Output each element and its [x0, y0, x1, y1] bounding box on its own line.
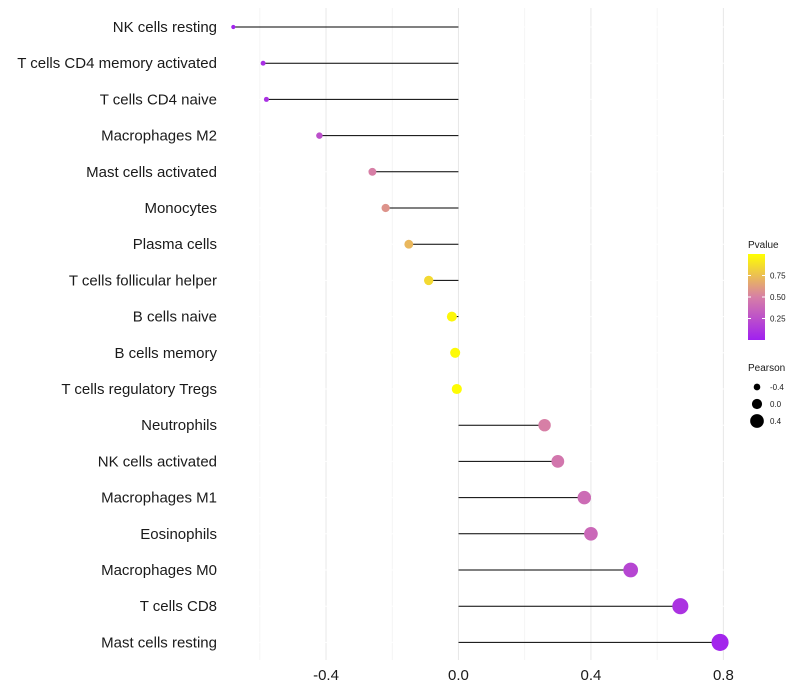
category-label: T cells CD8 [140, 598, 217, 615]
category-label: Macrophages M0 [101, 562, 217, 579]
category-label: B cells naive [133, 309, 217, 326]
lollipop-point [316, 132, 323, 139]
color-legend-tick-label: 0.75 [770, 272, 786, 281]
lollipop-point [231, 24, 236, 30]
lollipop-point [623, 562, 639, 578]
category-label: T cells regulatory Tregs [61, 381, 217, 398]
x-tick-label: -0.4 [313, 667, 339, 684]
size-legend-title: Pearson [748, 363, 785, 374]
lollipop-point [672, 598, 689, 615]
legend: Pvalue 0.75 0.50 0.25 Pearson -0.4 0.0 0.4 [748, 240, 786, 428]
lollipop-point [263, 96, 269, 102]
lollipop-point [423, 275, 434, 286]
category-label: T cells follicular helper [69, 272, 217, 289]
lollipop-point [260, 60, 266, 66]
lollipop-point [538, 418, 551, 432]
lollipop-point [381, 203, 390, 213]
lollipop-point [404, 239, 414, 249]
lollipop-point [451, 383, 462, 395]
lollipop-point [577, 490, 592, 505]
category-label: Macrophages M2 [101, 128, 217, 145]
lollipop-point [584, 526, 598, 541]
category-label: Eosinophils [140, 526, 217, 543]
category-label: Monocytes [144, 200, 217, 217]
category-label: Neutrophils [141, 417, 217, 434]
size-legend-key [753, 383, 761, 391]
category-label: Mast cells activated [86, 164, 217, 181]
lollipop-point [450, 347, 461, 358]
size-legend-key [750, 414, 764, 428]
category-label: T cells CD4 naive [100, 91, 217, 108]
lollipop-point [711, 633, 729, 651]
category-label: Macrophages M1 [101, 490, 217, 507]
category-label: NK cells resting [113, 19, 217, 36]
category-label: B cells memory [114, 345, 217, 362]
category-label: Mast cells resting [101, 634, 217, 651]
color-legend-bar [748, 254, 765, 340]
size-legend-key [751, 398, 763, 410]
category-label: Plasma cells [133, 236, 217, 253]
x-tick-label: 0.8 [713, 667, 734, 684]
lollipop-point [368, 167, 377, 176]
category-label: NK cells activated [98, 453, 217, 470]
color-legend-tick-label: 0.50 [770, 293, 786, 302]
size-legend-label: -0.4 [770, 383, 784, 392]
x-tick-label: 0.4 [580, 667, 601, 684]
lollipop-point [446, 311, 457, 322]
color-legend-tick-label: 0.25 [770, 315, 786, 324]
x-tick-label: 0.0 [448, 667, 469, 684]
lollipop-point [551, 455, 565, 468]
size-legend-label: 0.4 [770, 417, 782, 426]
color-legend-title: Pvalue [748, 240, 779, 251]
size-legend-label: 0.0 [770, 400, 782, 409]
category-label: T cells CD4 memory activated [17, 55, 217, 72]
